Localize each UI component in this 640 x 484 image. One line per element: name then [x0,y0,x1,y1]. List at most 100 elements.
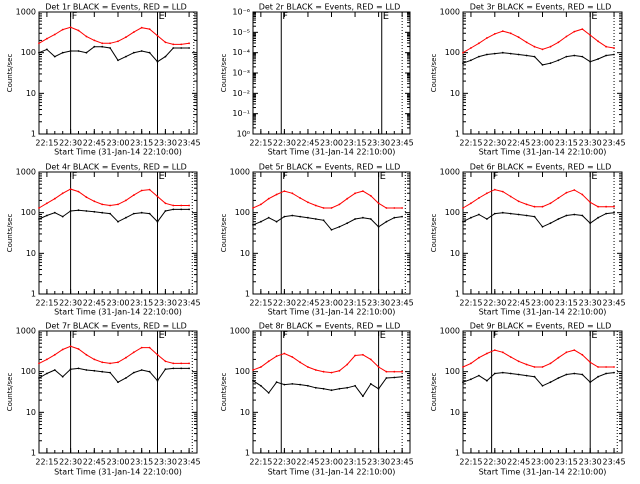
data-point-lld [509,32,512,35]
data-point-lld [549,202,552,205]
x-tick-label: 23:45 [603,458,626,467]
series-line-lld [462,349,614,368]
data-point-events [462,220,464,223]
data-point-events [140,369,143,371]
data-point-events [61,375,64,378]
data-point-events [597,58,599,60]
marker-label: E [591,11,597,22]
panel-title: Det 6r BLACK = Events, RED = LLD [470,163,612,172]
plot-frame [462,11,623,135]
data-point-events [188,367,191,370]
x-tick-label: 22:15 [459,139,482,148]
x-tick-label: 22:45 [507,299,530,308]
data-point-events [385,377,388,379]
data-point-events [470,59,472,62]
data-point-lld [330,207,333,209]
x-tick-label: 23:15 [344,299,367,308]
data-point-events [140,50,143,52]
data-point-events [148,212,151,215]
y-tick-label: 1000 [16,327,36,336]
data-point-lld [275,355,278,358]
data-point-events [501,51,504,54]
x-tick-label: 23:45 [178,139,201,148]
y-tick-label: 10⁻³ [232,69,250,78]
data-point-events [172,208,175,211]
data-point-lld [581,193,584,196]
data-point-lld [307,201,309,204]
data-point-lld [61,28,64,31]
data-point-lld [401,370,403,373]
x-tick-label: 23:30 [154,299,177,308]
x-tick-label: 22:45 [83,299,106,308]
data-point-events [385,220,388,223]
data-point-events [314,218,317,220]
data-point-lld [470,362,472,365]
data-point-events [549,381,552,384]
data-point-lld [61,348,64,351]
data-point-lld [188,362,191,365]
x-tick-label: 22:45 [507,139,530,148]
data-point-events [493,52,496,55]
data-point-events [109,212,111,215]
data-point-events [299,215,301,218]
data-point-events [164,210,167,212]
x-tick-label: 22:15 [249,299,272,308]
data-point-events [322,219,325,222]
data-point-events [401,375,403,378]
x-tick-label: 23:00 [320,139,343,148]
data-point-events [581,373,584,376]
data-point-events [267,392,270,394]
series-line-lld [38,188,190,209]
x-tick-label: 22:30 [59,458,82,467]
data-point-lld [346,197,349,200]
data-point-lld [501,190,504,193]
data-point-lld [172,43,175,46]
x-tick-label: 22:45 [507,458,530,467]
data-point-events [525,374,528,377]
data-point-events [69,50,72,52]
data-point-lld [486,352,488,355]
data-point-lld [156,195,159,198]
data-point-events [180,208,183,211]
data-point-events [541,225,544,228]
x-tick-label: 22:15 [459,458,482,467]
marker-label: E [380,171,386,182]
data-point-events [109,371,111,374]
data-point-events [252,224,254,226]
y-tick-label: 10 [240,408,250,417]
data-point-events [393,376,396,379]
data-point-events [53,369,56,371]
data-point-lld [101,42,104,45]
data-point-events [517,213,520,216]
data-point-lld [525,203,528,206]
data-point-lld [557,41,560,44]
panel-title: Det 8r BLACK = Events, RED = LLD [259,322,401,331]
series-line-events [252,376,403,398]
data-point-lld [565,351,568,354]
data-point-events [525,214,528,217]
data-point-lld [462,366,464,368]
data-point-lld [85,35,88,38]
data-point-events [354,218,356,220]
y-tick-label: 10 [26,89,36,98]
data-point-lld [401,207,403,209]
y-tick-label: 100 [21,367,36,376]
data-point-events [283,215,286,218]
panel-det-2: Det 2r BLACK = Events, RED = LLD 10⁰ 10⁻¹ 1… [220,3,414,157]
x-tick-label: 23:30 [579,458,602,467]
data-point-lld [541,48,544,51]
data-point-events [132,212,135,215]
data-point-events [533,55,536,58]
data-point-lld [93,358,96,361]
data-point-events [101,211,104,214]
data-point-lld [164,360,167,363]
marker-label: E [380,330,386,341]
y-tick-label: 1 [245,290,250,299]
y-tick-label: 10⁻⁴ [232,48,250,57]
data-point-lld [291,356,294,358]
y-tick-label: 1 [31,130,36,139]
x-tick-label: 22:30 [273,458,296,467]
data-point-events [613,371,615,374]
data-point-lld [462,51,464,54]
